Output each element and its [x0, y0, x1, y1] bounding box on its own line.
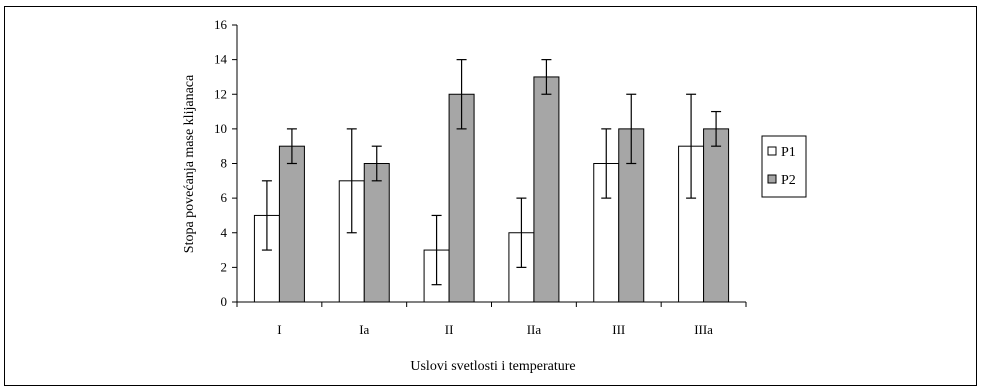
y-tick-label: 8: [221, 156, 228, 171]
legend-label-p1: P1: [781, 145, 796, 160]
legend-swatch-p2: [767, 174, 777, 184]
y-tick-label: 0: [221, 294, 228, 309]
y-axis: 0 2 4 6 8 10 12 14 16: [214, 17, 238, 309]
x-tick-label: III: [612, 322, 625, 337]
y-tick-label: 4: [221, 225, 228, 240]
y-tick-label: 16: [214, 17, 228, 32]
y-axis-title: Stopa povećanja mase klijanaca: [182, 74, 197, 253]
x-tick-label: IIIa: [694, 322, 713, 337]
y-tick-label: 10: [214, 121, 227, 136]
y-tick-label: 12: [214, 86, 227, 101]
x-tick-label: Ia: [359, 322, 369, 337]
x-tick-label: II: [445, 322, 454, 337]
x-tick-label: I: [277, 322, 281, 337]
bar-p2: [533, 76, 560, 303]
x-axis-title: Uslovi svetlosti i temperature: [410, 359, 575, 374]
bar-p2: [703, 128, 730, 303]
bar-p2: [363, 163, 390, 303]
legend: P1 P2: [761, 135, 807, 198]
legend-box: [761, 135, 807, 198]
chart-frame: [4, 6, 977, 386]
x-axis: I Ia II IIa III IIIa: [236, 301, 747, 337]
legend-swatch-p1: [767, 146, 777, 156]
y-tick-label: 6: [221, 190, 228, 205]
y-tick-label: 2: [221, 259, 228, 274]
y-tick-label: 14: [214, 52, 228, 67]
x-tick-label: IIa: [527, 322, 542, 337]
legend-label-p2: P2: [781, 173, 796, 188]
bars: [253, 59, 730, 303]
bar-p2: [278, 145, 305, 303]
